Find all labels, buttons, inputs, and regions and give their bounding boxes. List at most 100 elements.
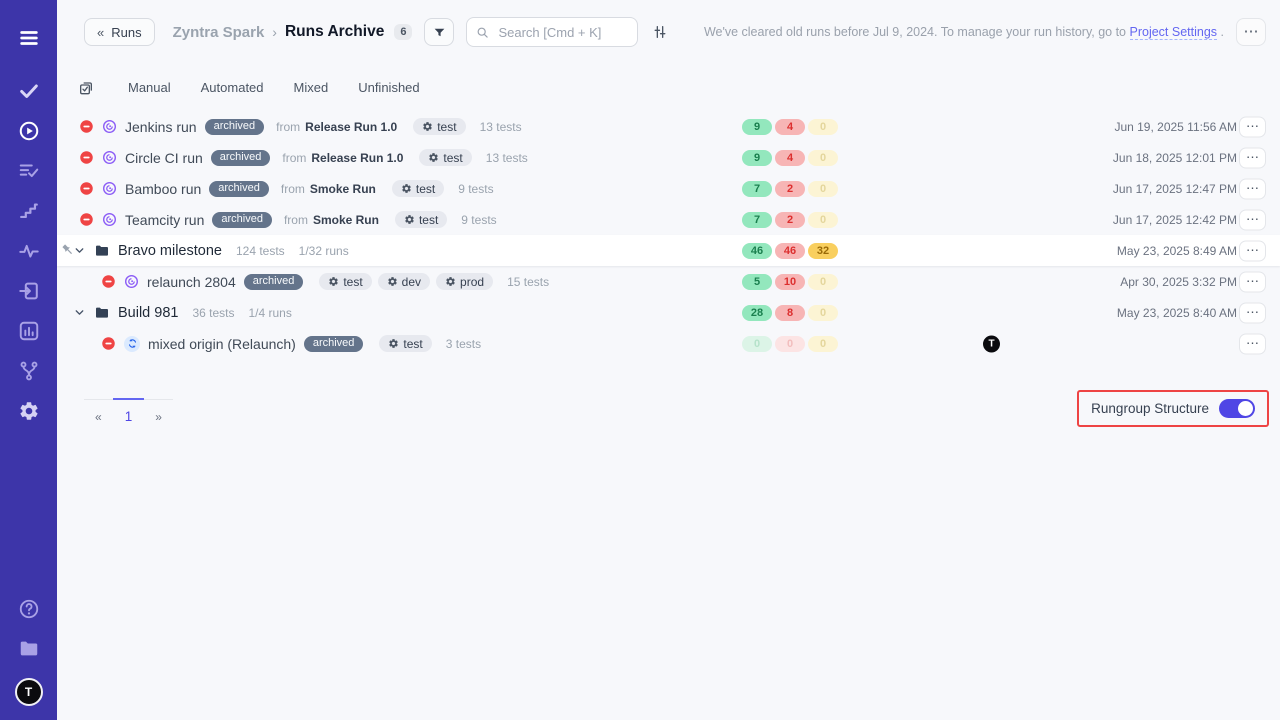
menu-icon[interactable] (18, 27, 40, 49)
search-box[interactable] (466, 17, 639, 47)
from-label: from (276, 119, 301, 134)
row-more-button[interactable]: ⋯ (1239, 271, 1266, 292)
assignee-avatar[interactable]: T (983, 335, 1000, 352)
run-date: Jun 17, 2025 12:42 PM (1112, 212, 1237, 227)
toggle-knob (1238, 401, 1253, 416)
row-more-button[interactable]: ⋯ (1239, 147, 1266, 168)
run-name[interactable]: Bravo milestone (118, 242, 222, 259)
breadcrumb-project[interactable]: Zyntra Spark (172, 23, 265, 41)
run-row[interactable]: relaunch 2804 archived test dev prod 15 te… (57, 266, 1280, 297)
rungroup-structure-label: Rungroup Structure (1091, 401, 1209, 416)
header-more-button[interactable]: ⋯ (1236, 18, 1266, 46)
row-more-button[interactable]: ⋯ (1239, 333, 1266, 354)
row-more-button[interactable]: ⋯ (1239, 209, 1266, 230)
from-source: from Smoke Run (284, 213, 379, 227)
rungroup-structure-highlight: Rungroup Structure (1077, 390, 1269, 427)
tag-pill[interactable]: dev (377, 273, 431, 290)
runs-count-label: 1/4 runs (248, 305, 292, 320)
search-input[interactable] (496, 23, 629, 41)
plans-list-check-icon[interactable] (18, 160, 40, 182)
tag-label: test (343, 274, 363, 289)
tag-list: test (413, 118, 466, 135)
pulse-icon[interactable] (18, 240, 40, 262)
run-row[interactable]: Bamboo run archived from Smoke Run test … (57, 173, 1280, 204)
help-icon[interactable] (18, 598, 40, 620)
count-pill-skipped-amber: 32 (808, 242, 838, 259)
run-date: Jun 18, 2025 12:01 PM (1112, 150, 1237, 165)
run-name[interactable]: Teamcity run (125, 211, 205, 228)
back-label: Runs (111, 24, 142, 40)
row-more-button[interactable]: ⋯ (1239, 240, 1266, 261)
pagination-prev[interactable]: « (95, 410, 102, 424)
tab-unfinished[interactable]: Unfinished (358, 80, 420, 95)
settings-gear-icon[interactable] (18, 400, 40, 422)
result-counts: 46 46 32 (742, 242, 838, 259)
tests-check-icon[interactable] (18, 80, 40, 102)
import-icon[interactable] (18, 280, 40, 302)
steps-icon[interactable] (18, 200, 40, 222)
run-name[interactable]: Jenkins run (125, 118, 197, 135)
project-settings-link[interactable]: Project Settings (1129, 25, 1218, 40)
run-name[interactable]: Build 981 (118, 304, 179, 321)
tag-pill[interactable]: test (379, 335, 432, 352)
tag-pill[interactable]: test (391, 180, 445, 197)
pagination-next[interactable]: » (155, 410, 162, 424)
select-all-icon[interactable] (78, 80, 94, 96)
tag-label: prod (460, 274, 485, 289)
row-main: Bamboo run archived from Smoke Run test … (79, 180, 494, 197)
chevron-down-icon[interactable] (73, 306, 86, 319)
back-to-runs-button[interactable]: « Runs (84, 18, 155, 46)
tag-pill[interactable]: test (394, 211, 448, 228)
run-name[interactable]: mixed origin (Relaunch) (148, 335, 296, 352)
run-row[interactable]: Circle CI run archived from Release Run … (57, 142, 1280, 173)
branch-icon[interactable] (18, 360, 40, 382)
tab-automated[interactable]: Automated (200, 80, 264, 95)
run-row[interactable]: mixed origin (Relaunch) archived test 3 … (57, 328, 1280, 359)
tab-mixed[interactable]: Mixed (293, 80, 329, 95)
tag-pill[interactable]: test (413, 118, 466, 135)
count-pill-failed: 4 (775, 118, 805, 135)
run-name[interactable]: Bamboo run (125, 180, 202, 197)
user-avatar[interactable]: T (14, 678, 43, 706)
tests-count-label: 13 tests (485, 150, 528, 165)
row-more-button[interactable]: ⋯ (1239, 116, 1266, 137)
tag-label: test (437, 119, 457, 134)
tag-pill[interactable]: test (419, 149, 472, 166)
display-settings-button[interactable] (652, 24, 668, 40)
funnel-icon (434, 28, 445, 36)
row-more-button[interactable]: ⋯ (1239, 302, 1266, 323)
back-chevron-icon: « (97, 24, 105, 40)
run-date: Jun 19, 2025 11:56 AM (1114, 119, 1237, 134)
row-main: Circle CI run archived from Release Run … (79, 149, 528, 166)
run-name[interactable]: relaunch 2804 (147, 273, 236, 290)
run-row[interactable]: Teamcity run archived from Smoke Run tes… (57, 204, 1280, 235)
count-pill-failed: 46 (775, 242, 805, 259)
folder-icon (94, 243, 110, 259)
tag-pill[interactable]: prod (436, 273, 494, 290)
rungroup-row[interactable]: Bravo milestone 124 tests 1/32 runs 46 46… (57, 235, 1280, 266)
rungroup-structure-toggle[interactable] (1219, 399, 1255, 418)
runs-play-icon[interactable] (18, 120, 40, 142)
row-more-button[interactable]: ⋯ (1239, 178, 1266, 199)
runs-count-badge: 6 (394, 24, 413, 40)
row-main: Jenkins run archived from Release Run 1.… (79, 118, 522, 135)
run-row[interactable]: Jenkins run archived from Release Run 1.… (57, 111, 1280, 142)
projects-folder-icon[interactable] (18, 638, 40, 660)
run-name[interactable]: Circle CI run (125, 149, 203, 166)
notice-suffix: . (1217, 25, 1224, 39)
sidebar: T (0, 0, 57, 720)
analytics-chart-icon[interactable] (18, 320, 40, 342)
run-logo-icon (102, 181, 117, 196)
tag-pill[interactable]: test (319, 273, 372, 290)
pagination-page-1[interactable]: 1 (112, 398, 145, 424)
tag-list: test (391, 180, 445, 197)
sliders-icon (654, 26, 666, 38)
tab-manual[interactable]: Manual (128, 80, 171, 95)
run-logo-icon (102, 212, 117, 227)
run-logo-icon (102, 119, 117, 134)
filter-button[interactable] (424, 18, 455, 46)
tag-label: test (418, 212, 439, 227)
rungroup-row[interactable]: Build 981 36 tests 1/4 runs 28 8 0 May 23,… (57, 297, 1280, 328)
breadcrumb-separator: › (272, 24, 277, 40)
